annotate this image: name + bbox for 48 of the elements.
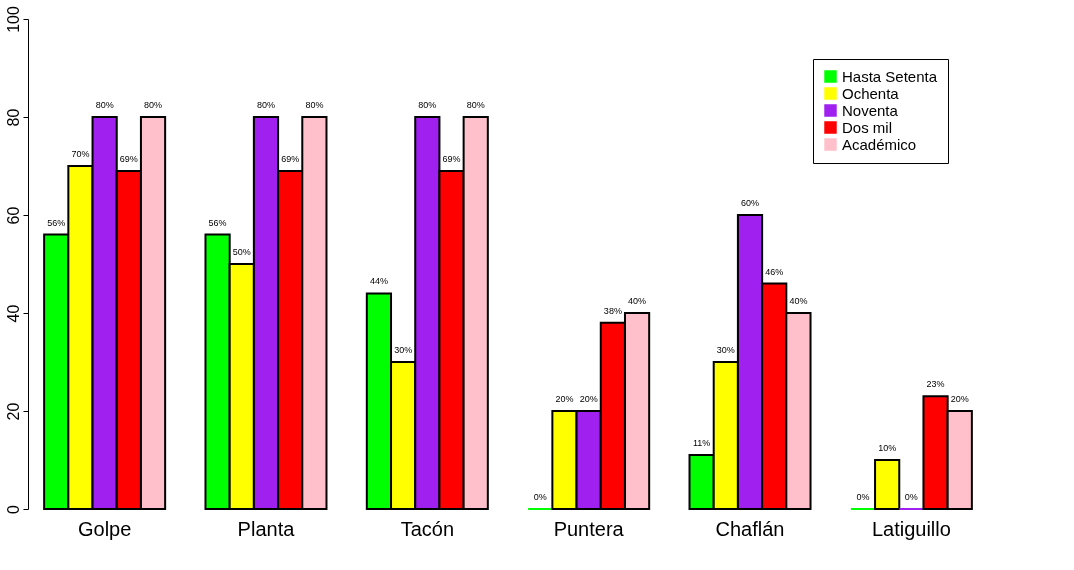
data-label: 70% xyxy=(71,149,90,159)
data-label: 60% xyxy=(741,198,760,208)
x-tick-label: Chaflán xyxy=(715,517,785,540)
data-label: 80% xyxy=(144,100,163,110)
data-label: 11% xyxy=(692,438,711,449)
y-tick-label: 80 xyxy=(4,108,22,127)
legend-label: Hasta Setenta xyxy=(842,67,938,85)
data-label: 69% xyxy=(442,153,461,164)
data-label: 23% xyxy=(926,379,945,390)
legend-label: Noventa xyxy=(842,101,899,119)
x-tick-label: Latiguillo xyxy=(871,517,951,540)
data-label: 80% xyxy=(305,100,324,110)
data-label: 80% xyxy=(418,100,437,110)
data-label: 80% xyxy=(95,100,114,110)
data-label: 56% xyxy=(208,217,227,228)
data-label: 30% xyxy=(394,345,413,355)
data-label: 80% xyxy=(256,100,275,110)
y-tick-label: 60 xyxy=(4,206,22,225)
y-tick-label: 0 xyxy=(4,504,22,514)
legend-label: Dos mil xyxy=(842,118,893,136)
x-tick-label: Golpe xyxy=(77,517,132,540)
data-label: 0% xyxy=(904,492,918,502)
bar xyxy=(874,459,901,510)
data-label: 38% xyxy=(603,305,622,316)
data-label: 10% xyxy=(878,443,897,453)
data-label: 69% xyxy=(119,153,138,164)
data-label: 44% xyxy=(369,276,388,287)
data-label: 30% xyxy=(716,345,735,355)
data-label: 40% xyxy=(628,296,647,306)
data-label: 56% xyxy=(47,217,66,228)
y-tick-label: 20 xyxy=(4,402,22,421)
data-label: 20% xyxy=(555,394,574,404)
x-tick-label: Tacón xyxy=(400,517,455,540)
y-tick-label: 40 xyxy=(4,304,22,323)
x-tick-label: Planta xyxy=(237,517,296,540)
data-label: 46% xyxy=(765,266,784,277)
x-tick-label: Puntera xyxy=(553,517,625,540)
y-tick-label: 100 xyxy=(4,6,22,33)
data-label: 0% xyxy=(533,492,547,502)
legend-label: Ochenta xyxy=(842,84,900,102)
data-label: 0% xyxy=(856,492,870,502)
data-label: 20% xyxy=(579,394,598,404)
data-label: 20% xyxy=(950,394,969,404)
data-label: 40% xyxy=(789,296,808,306)
data-label: 50% xyxy=(232,247,251,257)
legend-label: Académico xyxy=(842,135,917,153)
data-label: 80% xyxy=(466,100,485,110)
data-label: 69% xyxy=(281,153,300,164)
